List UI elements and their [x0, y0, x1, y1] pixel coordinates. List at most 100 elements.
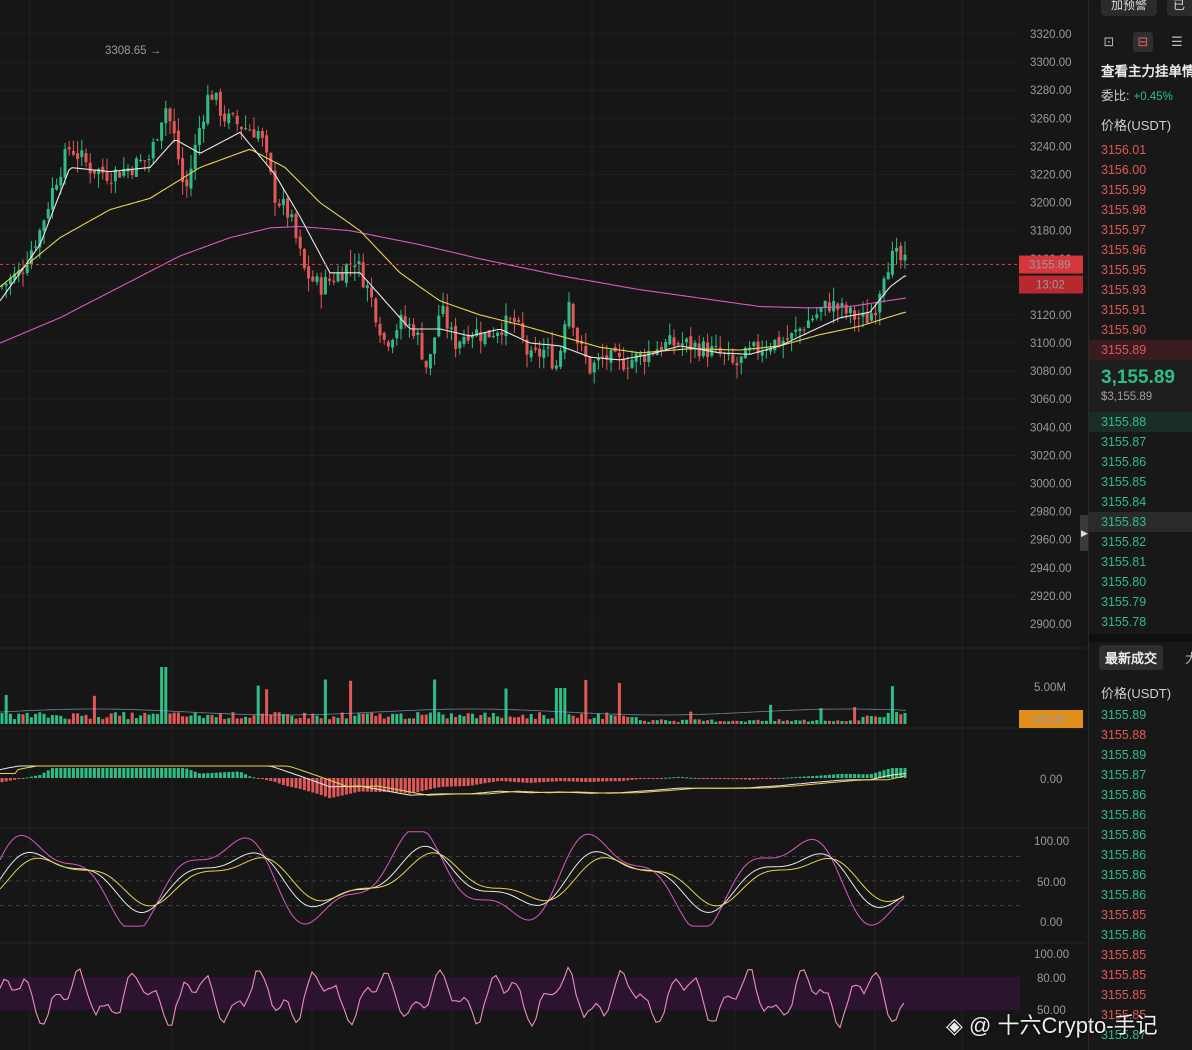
ask-row[interactable]: 3156.01: [1101, 143, 1147, 157]
macd-histogram-bar: [651, 778, 655, 779]
chart-background: [0, 0, 1086, 1050]
bid-row[interactable]: 3155.88: [1101, 415, 1147, 429]
book-both-icon[interactable]: ⊡: [1103, 34, 1115, 49]
macd-histogram-bar: [811, 776, 815, 778]
macd-histogram-bar: [819, 775, 823, 778]
candle-body: [895, 247, 899, 252]
volume-bar: [748, 720, 752, 724]
order-ratio: 委比: +0.45%: [1101, 85, 1173, 104]
volume-bar: [596, 713, 600, 724]
volume-bar: [483, 712, 487, 724]
bid-row[interactable]: 3155.85: [1101, 475, 1147, 489]
candle-body: [630, 359, 634, 368]
volume-bar: [197, 715, 201, 724]
price-axis-tick: 3180.00: [1030, 226, 1072, 238]
volume-bar: [802, 719, 806, 724]
macd-histogram-bar: [878, 771, 882, 778]
macd-histogram-bar: [529, 778, 533, 783]
macd-histogram-bar: [512, 778, 516, 782]
kdj-axis-label: 50.00: [1037, 877, 1066, 889]
macd-histogram-bar: [609, 778, 613, 782]
bid-row[interactable]: 3155.80: [1101, 575, 1147, 589]
volume-bar: [269, 714, 273, 724]
volume-bar: [685, 719, 689, 724]
bid-row[interactable]: 3155.81: [1101, 555, 1147, 569]
candle-body: [50, 187, 54, 210]
macd-histogram-bar: [899, 768, 903, 778]
macd-histogram-bar: [785, 777, 789, 779]
chart-canvas[interactable]: 3320.00 3300.00 3280.00 3260.00 3240.00 3220.…: [0, 0, 1086, 1050]
volume-bar: [67, 719, 71, 724]
volume-bar: [680, 719, 684, 724]
candle-body: [685, 338, 689, 343]
candle-body: [244, 128, 248, 130]
bid-row[interactable]: 3155.79: [1101, 595, 1147, 609]
ask-row[interactable]: 3156.00: [1101, 163, 1147, 177]
candle-body: [718, 347, 722, 354]
candle-body: [521, 323, 525, 339]
volume-bar: [46, 717, 50, 724]
book-list-icon[interactable]: ☰: [1171, 34, 1183, 49]
candlestick-chart[interactable]: 3320.00 3300.00 3280.00 3260.00 3240.00 3220.…: [0, 0, 1086, 1050]
candle-body: [643, 354, 647, 362]
ask-row[interactable]: 3155.96: [1101, 243, 1147, 257]
macd-histogram-bar: [298, 778, 302, 789]
volume-bar: [147, 714, 151, 724]
ask-row[interactable]: 3155.98: [1101, 203, 1147, 217]
volume-bar: [424, 714, 428, 724]
bid-row[interactable]: 3155.82: [1101, 535, 1147, 549]
price-axis-tick: 3060.00: [1030, 394, 1072, 406]
volume-bar: [613, 715, 617, 724]
macd-histogram-bar: [466, 778, 470, 786]
ask-row[interactable]: 3155.99: [1101, 183, 1147, 197]
price-axis-tick: 3020.00: [1030, 450, 1072, 462]
candle-body: [139, 159, 143, 161]
volume-bar: [710, 719, 714, 724]
candle-body: [781, 340, 785, 345]
volume-bar: [361, 713, 365, 724]
more-button[interactable]: 已: [1167, 0, 1192, 16]
volume-bar: [101, 719, 105, 724]
ask-row[interactable]: 3155.90: [1101, 323, 1147, 337]
volume-bar: [676, 721, 680, 724]
volume-bar: [164, 667, 168, 724]
candle-body: [210, 94, 214, 100]
candle-body: [349, 263, 353, 265]
main-orders-title[interactable]: 查看主力挂单情: [1101, 64, 1192, 79]
macd-histogram-bar: [701, 778, 705, 779]
ask-row[interactable]: 3155.89: [1101, 343, 1147, 357]
ask-row[interactable]: 3155.97: [1101, 223, 1147, 237]
bid-row[interactable]: 3155.84: [1101, 495, 1147, 509]
ask-row[interactable]: 3155.95: [1101, 263, 1147, 277]
candle-body: [344, 264, 348, 283]
ask-row[interactable]: 3155.91: [1101, 303, 1147, 317]
volume-bar: [626, 716, 630, 724]
macd-histogram-bar: [508, 778, 512, 782]
book-split-icon[interactable]: ⊟: [1133, 32, 1153, 52]
candle-body: [554, 365, 558, 369]
kdj-k-line: [0, 845, 905, 914]
bid-row[interactable]: 3155.87: [1101, 435, 1147, 449]
volume-bar: [244, 716, 248, 724]
volume-bar: [617, 682, 621, 724]
macd-histogram-bar: [231, 771, 235, 778]
bid-row[interactable]: 3155.83: [1101, 515, 1147, 529]
volume-bar: [466, 713, 470, 724]
tab-large-trades[interactable]: 大: [1185, 648, 1192, 667]
candle-body: [55, 184, 59, 190]
candle-body: [617, 352, 621, 357]
ask-row[interactable]: 3155.93: [1101, 283, 1147, 297]
bid-row[interactable]: 3155.86: [1101, 455, 1147, 469]
macd-histogram-bar: [596, 778, 600, 782]
tab-latest-trades[interactable]: 最新成交: [1099, 645, 1164, 670]
volume-bar: [668, 721, 672, 724]
volume-bar: [97, 717, 101, 724]
volume-bar: [139, 715, 143, 724]
collapse-panel-handle[interactable]: ▶: [1080, 515, 1089, 551]
macd-histogram-bar: [571, 778, 575, 782]
macd-histogram-bar: [735, 778, 739, 780]
macd-histogram-bar: [227, 772, 231, 778]
volume-bar: [4, 695, 8, 724]
add-alert-button[interactable]: 加预警: [1101, 0, 1157, 16]
bid-row[interactable]: 3155.78: [1101, 615, 1147, 629]
